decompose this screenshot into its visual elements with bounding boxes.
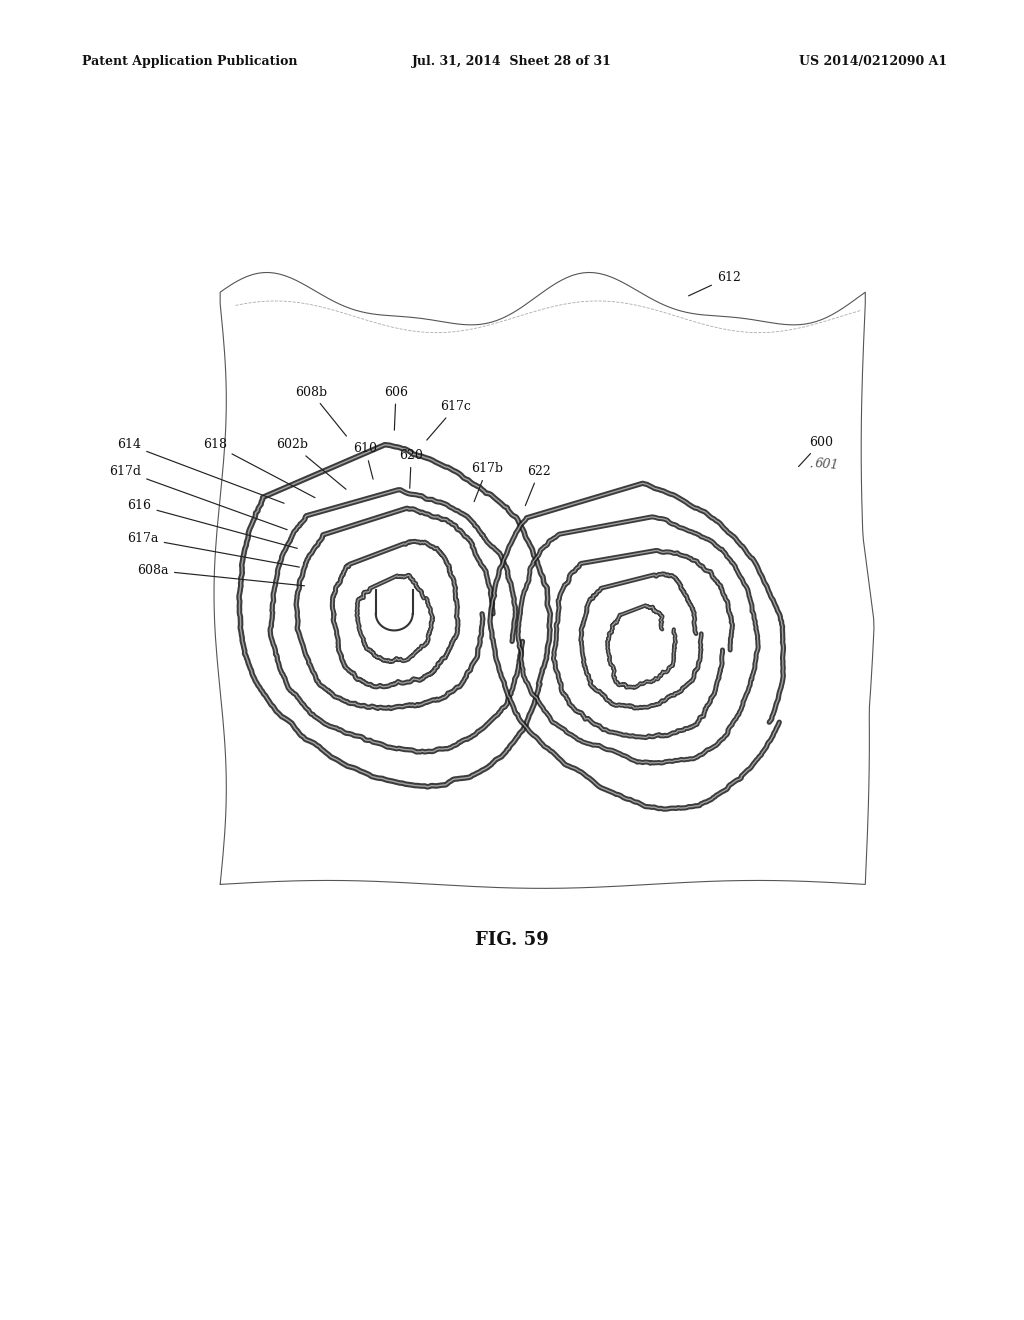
Text: 618: 618 — [203, 438, 315, 498]
Text: Patent Application Publication: Patent Application Publication — [82, 55, 297, 69]
Text: 606: 606 — [384, 385, 408, 430]
Text: 617d: 617d — [110, 465, 287, 529]
Text: 608a: 608a — [137, 564, 304, 586]
Text: 617b: 617b — [471, 462, 503, 502]
Text: 608b: 608b — [295, 385, 346, 436]
Text: 610: 610 — [353, 442, 377, 479]
Text: 614: 614 — [118, 438, 284, 503]
Text: FIG. 59: FIG. 59 — [475, 931, 549, 949]
Text: 601: 601 — [814, 457, 839, 473]
Text: 620: 620 — [399, 449, 423, 488]
Text: 616: 616 — [128, 499, 297, 548]
Text: 622: 622 — [525, 465, 551, 506]
Text: 600: 600 — [799, 436, 833, 466]
Text: 612: 612 — [688, 271, 740, 296]
Text: 602b: 602b — [276, 438, 346, 490]
Text: 617c: 617c — [427, 400, 471, 440]
Text: 617a: 617a — [127, 532, 299, 568]
Text: US 2014/0212090 A1: US 2014/0212090 A1 — [799, 55, 947, 69]
Text: Jul. 31, 2014  Sheet 28 of 31: Jul. 31, 2014 Sheet 28 of 31 — [412, 55, 612, 69]
